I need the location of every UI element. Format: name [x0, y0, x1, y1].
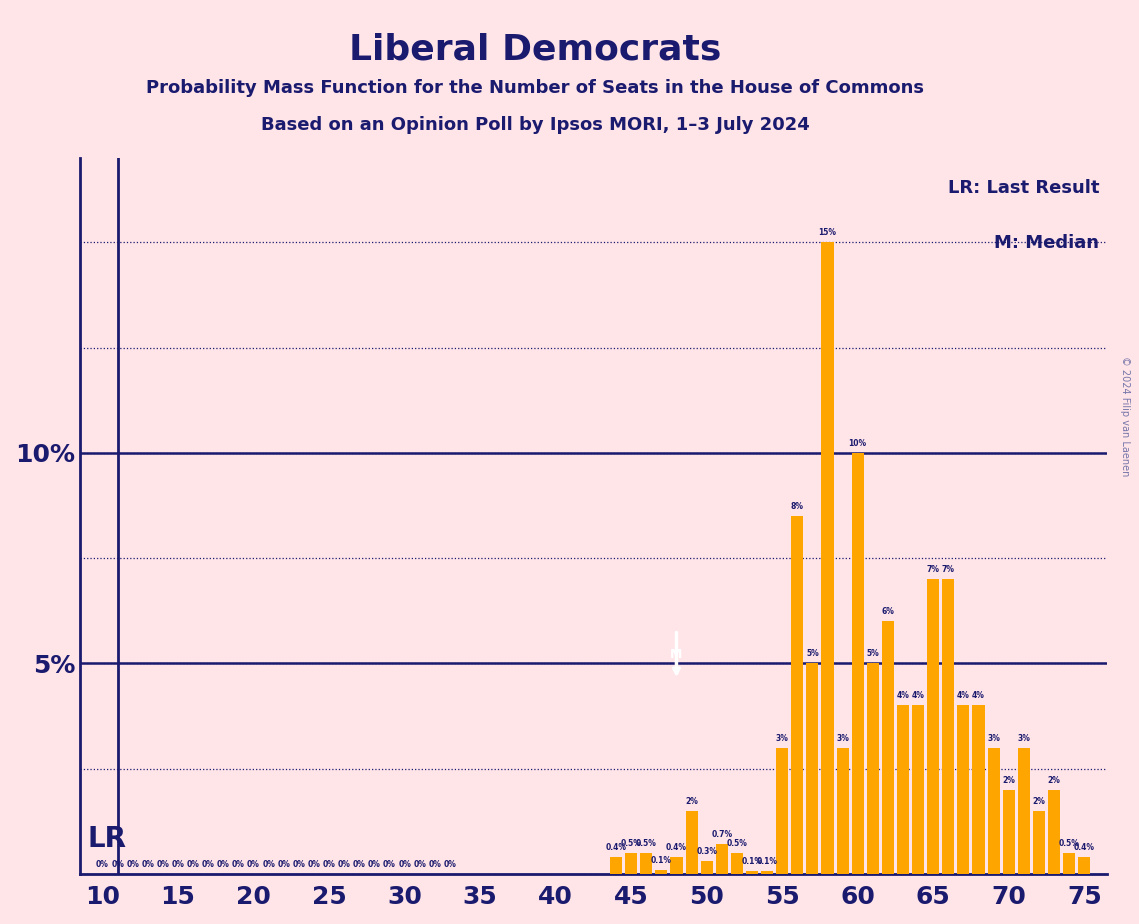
Text: 0%: 0%	[308, 860, 320, 869]
Text: 0%: 0%	[338, 860, 351, 869]
Bar	[655, 869, 667, 874]
Text: 0%: 0%	[126, 860, 139, 869]
Text: 0%: 0%	[232, 860, 245, 869]
Text: Based on an Opinion Poll by Ipsos MORI, 1–3 July 2024: Based on an Opinion Poll by Ipsos MORI, …	[261, 116, 810, 133]
Text: 2%: 2%	[1033, 796, 1046, 806]
Bar	[715, 845, 728, 874]
Bar	[1002, 790, 1015, 874]
Text: 15%: 15%	[819, 228, 836, 237]
Text: © 2024 Filip van Laenen: © 2024 Filip van Laenen	[1121, 356, 1130, 476]
Text: M: M	[670, 649, 682, 662]
Bar	[776, 748, 788, 874]
Bar	[671, 857, 682, 874]
Bar	[611, 857, 622, 874]
Text: 0%: 0%	[172, 860, 185, 869]
Bar	[792, 517, 803, 874]
Text: 0%: 0%	[443, 860, 457, 869]
Text: 0%: 0%	[96, 860, 109, 869]
Bar	[1033, 810, 1044, 874]
Text: 0.3%: 0.3%	[696, 847, 718, 857]
Text: 0%: 0%	[156, 860, 170, 869]
Bar	[867, 663, 879, 874]
Text: 3%: 3%	[836, 734, 849, 743]
Text: 2%: 2%	[1048, 775, 1060, 784]
Bar	[761, 871, 773, 874]
Bar	[898, 706, 909, 874]
Text: 0%: 0%	[399, 860, 411, 869]
Text: 0%: 0%	[293, 860, 305, 869]
Text: 0%: 0%	[322, 860, 336, 869]
Text: 0%: 0%	[413, 860, 426, 869]
Bar	[973, 706, 984, 874]
Text: 0%: 0%	[202, 860, 214, 869]
Bar	[746, 871, 759, 874]
Text: 4%: 4%	[957, 691, 970, 700]
Text: 0.5%: 0.5%	[1059, 839, 1080, 848]
Bar	[731, 853, 743, 874]
Bar	[942, 579, 954, 874]
Bar	[912, 706, 924, 874]
Bar	[988, 748, 1000, 874]
Bar	[836, 748, 849, 874]
Text: 10%: 10%	[849, 439, 867, 448]
Bar	[625, 853, 637, 874]
Bar	[1048, 790, 1060, 874]
Bar	[640, 853, 653, 874]
Text: 0%: 0%	[277, 860, 290, 869]
Text: 4%: 4%	[972, 691, 985, 700]
Text: M: Median: M: Median	[994, 234, 1099, 252]
Bar	[806, 663, 819, 874]
Bar	[821, 242, 834, 874]
Bar	[882, 621, 894, 874]
Text: Liberal Democrats: Liberal Democrats	[350, 32, 721, 67]
Text: 3%: 3%	[1017, 734, 1031, 743]
Text: 0.4%: 0.4%	[666, 843, 687, 852]
Text: 2%: 2%	[1002, 775, 1015, 784]
Text: 0.4%: 0.4%	[1074, 843, 1095, 852]
Text: 0%: 0%	[216, 860, 230, 869]
Text: 0.4%: 0.4%	[606, 843, 626, 852]
Bar	[1079, 857, 1090, 874]
Text: 0%: 0%	[428, 860, 441, 869]
Text: LR: Last Result: LR: Last Result	[948, 179, 1099, 197]
Text: 6%: 6%	[882, 607, 894, 616]
Bar	[686, 810, 697, 874]
Text: Probability Mass Function for the Number of Seats in the House of Commons: Probability Mass Function for the Number…	[146, 79, 925, 96]
Bar	[1018, 748, 1030, 874]
Text: 3%: 3%	[776, 734, 788, 743]
Text: 2%: 2%	[686, 796, 698, 806]
Text: 0%: 0%	[353, 860, 366, 869]
Text: 0.5%: 0.5%	[621, 839, 641, 848]
Text: 5%: 5%	[867, 650, 879, 658]
Text: 8%: 8%	[790, 502, 804, 511]
Bar	[1063, 853, 1075, 874]
Text: 7%: 7%	[927, 565, 940, 574]
Text: 0%: 0%	[187, 860, 199, 869]
Text: 0.5%: 0.5%	[636, 839, 657, 848]
Text: 0.7%: 0.7%	[711, 831, 732, 839]
Bar	[852, 453, 863, 874]
Text: 4%: 4%	[911, 691, 925, 700]
Text: 0%: 0%	[368, 860, 380, 869]
Text: 0%: 0%	[262, 860, 276, 869]
Text: 0.1%: 0.1%	[741, 857, 762, 867]
Text: 0%: 0%	[141, 860, 154, 869]
Bar	[958, 706, 969, 874]
Text: 3%: 3%	[988, 734, 1000, 743]
Bar	[700, 861, 713, 874]
Text: 4%: 4%	[896, 691, 909, 700]
Text: 5%: 5%	[806, 650, 819, 658]
Text: LR: LR	[88, 825, 126, 853]
Text: 0%: 0%	[112, 860, 124, 869]
Text: 0.5%: 0.5%	[727, 839, 747, 848]
Text: 0%: 0%	[383, 860, 396, 869]
Text: 0%: 0%	[247, 860, 260, 869]
Text: 0.1%: 0.1%	[650, 856, 672, 865]
Text: 0.1%: 0.1%	[756, 857, 778, 867]
Bar	[927, 579, 940, 874]
Text: 7%: 7%	[942, 565, 954, 574]
